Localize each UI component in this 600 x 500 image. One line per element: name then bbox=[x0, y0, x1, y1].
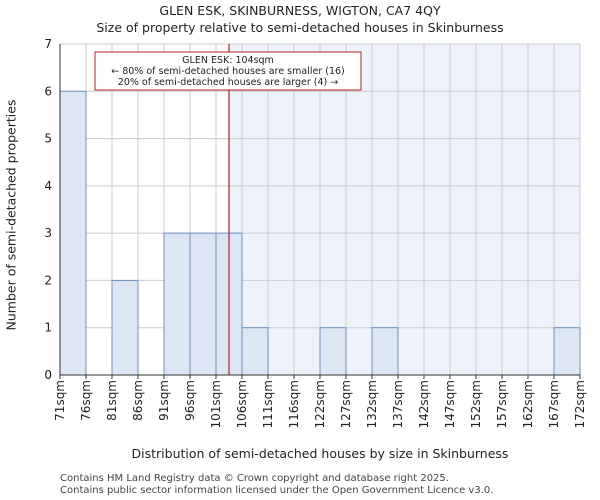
bar-96sqm bbox=[189, 232, 217, 376]
y-tick-label: 3 bbox=[44, 226, 52, 240]
x-tick-label-116sqm: 116sqm bbox=[287, 380, 301, 428]
x-tick-label-157sqm: 157sqm bbox=[495, 380, 509, 428]
footer-line-1: Contains HM Land Registry data © Crown c… bbox=[60, 473, 449, 484]
bar-106sqm bbox=[241, 327, 269, 376]
x-tick-label-142sqm: 142sqm bbox=[417, 380, 431, 428]
x-tick-label-172sqm: 172sqm bbox=[573, 380, 587, 428]
x-tick-label-86sqm: 86sqm bbox=[131, 380, 145, 421]
y-tick-label: 5 bbox=[44, 132, 52, 146]
x-tick-label-101sqm: 101sqm bbox=[209, 380, 223, 428]
x-tick-label-152sqm: 152sqm bbox=[469, 380, 483, 428]
x-axis-label: Distribution of semi-detached houses by … bbox=[131, 446, 509, 461]
x-tick-label-137sqm: 137sqm bbox=[391, 380, 405, 428]
annotation-line-2: ← 80% of semi-detached houses are smalle… bbox=[111, 66, 345, 77]
x-tick-label-91sqm: 91sqm bbox=[157, 380, 171, 421]
y-tick-label: 1 bbox=[44, 321, 52, 335]
bar-81sqm bbox=[111, 279, 139, 376]
x-tick-label-147sqm: 147sqm bbox=[443, 380, 457, 428]
footer-line-2: Contains public sector information licen… bbox=[60, 485, 494, 496]
x-tick-label-111sqm: 111sqm bbox=[261, 380, 275, 428]
y-tick-label: 2 bbox=[44, 273, 52, 287]
x-tick-label-122sqm: 122sqm bbox=[313, 380, 327, 428]
x-tick-label-81sqm: 81sqm bbox=[105, 380, 119, 421]
y-tick-label: 4 bbox=[44, 179, 52, 193]
y-tick-label: 6 bbox=[44, 84, 52, 98]
larger-region-shade bbox=[229, 44, 580, 375]
bar-132sqm bbox=[371, 327, 399, 376]
x-tick-label-127sqm: 127sqm bbox=[339, 380, 353, 428]
x-tick-label-162sqm: 162sqm bbox=[521, 380, 535, 428]
annotation-line-1: GLEN ESK: 104sqm bbox=[182, 55, 274, 66]
bar-167sqm bbox=[553, 327, 581, 376]
chart-subtitle: Size of property relative to semi-detach… bbox=[96, 20, 504, 35]
bar-91sqm bbox=[163, 232, 191, 376]
bar-122sqm bbox=[319, 327, 347, 376]
chart-title: GLEN ESK, SKINBURNESS, WIGTON, CA7 4QY bbox=[159, 3, 441, 18]
x-tick-label-96sqm: 96sqm bbox=[183, 380, 197, 421]
x-tick-label-132sqm: 132sqm bbox=[365, 380, 379, 428]
y-tick-label: 0 bbox=[44, 368, 52, 382]
x-tick-label-71sqm: 71sqm bbox=[53, 380, 67, 421]
x-tick-label-167sqm: 167sqm bbox=[547, 380, 561, 428]
annotation-line-3: 20% of semi-detached houses are larger (… bbox=[118, 77, 338, 88]
y-tick-label: 7 bbox=[44, 37, 52, 51]
bar-71sqm bbox=[59, 90, 87, 376]
x-tick-label-106sqm: 106sqm bbox=[235, 380, 249, 428]
annotation-box bbox=[94, 51, 362, 91]
x-tick-label-76sqm: 76sqm bbox=[79, 380, 93, 421]
